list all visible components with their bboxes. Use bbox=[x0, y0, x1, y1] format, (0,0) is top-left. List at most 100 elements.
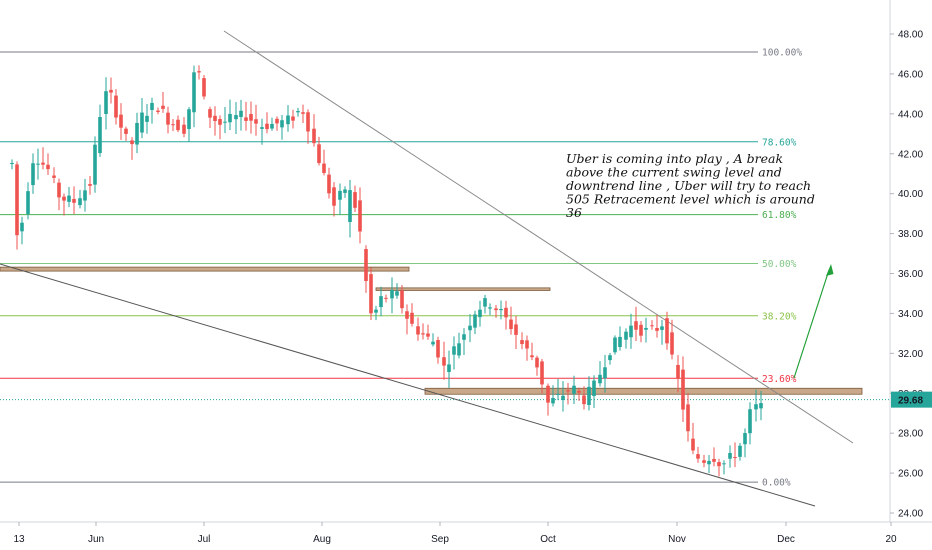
candle-136 bbox=[717, 458, 721, 477]
y-tick-label: 24.00 bbox=[898, 509, 923, 520]
candle-54 bbox=[291, 109, 295, 129]
candle-4 bbox=[31, 153, 35, 194]
candle-body bbox=[83, 190, 87, 201]
candle-body bbox=[577, 390, 581, 393]
candle-body bbox=[462, 334, 466, 340]
candle-body bbox=[639, 324, 643, 336]
candle-body bbox=[114, 95, 118, 118]
candle-80 bbox=[426, 324, 430, 340]
candle-76 bbox=[405, 304, 409, 335]
candle-body bbox=[426, 333, 430, 337]
candle-45 bbox=[244, 101, 248, 131]
lower-channel-line bbox=[0, 263, 816, 507]
candle-body bbox=[488, 307, 492, 309]
fib-label-100.00%: 100.00% bbox=[762, 47, 802, 58]
candle-body bbox=[748, 409, 752, 434]
candle-body bbox=[260, 127, 264, 129]
candle-body bbox=[634, 321, 638, 330]
candle-body bbox=[36, 163, 40, 165]
candle-36 bbox=[197, 65, 201, 80]
candle-body bbox=[218, 119, 222, 125]
candle-135 bbox=[712, 447, 716, 467]
candle-body bbox=[213, 115, 217, 122]
candle-body bbox=[358, 200, 362, 232]
candle-body bbox=[691, 438, 695, 451]
candle-body bbox=[26, 191, 30, 215]
candle-43 bbox=[234, 102, 238, 134]
candle-124 bbox=[655, 314, 659, 338]
candle-body bbox=[468, 325, 472, 331]
candle-body bbox=[291, 116, 295, 121]
candle-14 bbox=[83, 178, 87, 212]
candle-body bbox=[759, 403, 763, 409]
candle-1 bbox=[15, 161, 19, 250]
candle-body bbox=[624, 331, 628, 340]
candle-body bbox=[41, 162, 45, 165]
candle-body bbox=[130, 140, 134, 145]
candle-3 bbox=[26, 182, 30, 220]
candle-body bbox=[702, 460, 706, 463]
candle-body bbox=[561, 395, 565, 401]
candle-body bbox=[332, 187, 336, 206]
candle-body bbox=[369, 274, 373, 314]
candle-body bbox=[228, 113, 232, 123]
candle-141 bbox=[743, 428, 747, 458]
candle-body bbox=[301, 112, 305, 114]
candle-body bbox=[530, 355, 534, 358]
candle-body bbox=[650, 325, 654, 327]
candle-body bbox=[452, 346, 456, 355]
candle-body bbox=[10, 163, 14, 165]
candle-103 bbox=[546, 383, 550, 416]
candle-32 bbox=[176, 115, 180, 133]
candle-9 bbox=[57, 178, 61, 211]
candle-139 bbox=[733, 442, 737, 468]
candle-57 bbox=[306, 109, 310, 144]
candle-37 bbox=[202, 74, 206, 100]
candle-118 bbox=[624, 328, 628, 349]
candle-48 bbox=[260, 118, 264, 145]
candle-body bbox=[457, 343, 461, 356]
fib-label-61.80%: 61.80% bbox=[762, 210, 797, 221]
candle-66 bbox=[353, 185, 357, 213]
candle-133 bbox=[702, 454, 706, 468]
candle-body bbox=[166, 112, 170, 125]
candle-body bbox=[223, 121, 227, 123]
candle-140 bbox=[738, 442, 742, 461]
candle-134 bbox=[707, 455, 711, 474]
candle-91 bbox=[483, 294, 487, 314]
candle-34 bbox=[187, 107, 191, 142]
candle-12 bbox=[72, 186, 76, 214]
candle-body bbox=[598, 374, 602, 384]
candle-79 bbox=[421, 323, 425, 340]
candle-body bbox=[390, 289, 394, 299]
fibonacci-levels: 100.00% 78.60% 61.80% 50.00% 38.20% 23.60% 0.0… bbox=[0, 47, 890, 489]
candle-body bbox=[88, 184, 92, 186]
candle-102 bbox=[540, 359, 544, 394]
y-tick-label: 32.00 bbox=[898, 349, 923, 360]
candle-body bbox=[743, 433, 747, 445]
y-tick-label: 42.00 bbox=[898, 149, 923, 160]
candle-body bbox=[681, 369, 685, 410]
candle-body bbox=[431, 341, 435, 345]
candle-body bbox=[197, 71, 201, 73]
fib-label-38.20%: 38.20% bbox=[762, 311, 797, 322]
candle-75 bbox=[400, 285, 404, 314]
candle-body bbox=[587, 386, 591, 405]
candle-123 bbox=[650, 320, 654, 330]
candle-body bbox=[717, 462, 721, 467]
candle-127 bbox=[670, 319, 674, 360]
candle-63 bbox=[338, 183, 342, 215]
candle-107 bbox=[566, 382, 570, 405]
candle-body bbox=[202, 78, 206, 97]
x-tick-label: Jul bbox=[198, 534, 211, 545]
resistance-zone-30 bbox=[424, 387, 863, 395]
candle-body bbox=[665, 318, 669, 344]
candle-38 bbox=[208, 106, 212, 128]
candle-body bbox=[338, 190, 342, 200]
candle-128 bbox=[676, 355, 680, 393]
candle-body bbox=[754, 404, 758, 410]
candle-body bbox=[384, 297, 388, 299]
candle-body bbox=[171, 124, 175, 126]
